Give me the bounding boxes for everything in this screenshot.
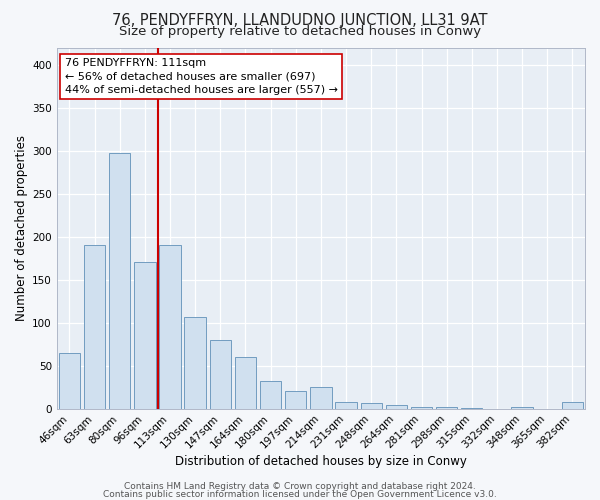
Bar	[335, 402, 357, 408]
Bar	[436, 407, 457, 408]
Text: Contains public sector information licensed under the Open Government Licence v3: Contains public sector information licen…	[103, 490, 497, 499]
Bar	[361, 404, 382, 408]
Bar	[235, 357, 256, 408]
Bar	[134, 262, 155, 408]
Bar	[209, 340, 231, 408]
Text: Size of property relative to detached houses in Conwy: Size of property relative to detached ho…	[119, 25, 481, 38]
Bar	[562, 402, 583, 408]
X-axis label: Distribution of detached houses by size in Conwy: Distribution of detached houses by size …	[175, 454, 467, 468]
Bar	[184, 318, 206, 408]
Bar	[285, 392, 307, 408]
Text: 76 PENDYFFRYN: 111sqm
← 56% of detached houses are smaller (697)
44% of semi-det: 76 PENDYFFRYN: 111sqm ← 56% of detached …	[65, 58, 338, 94]
Bar	[260, 381, 281, 408]
Bar	[386, 405, 407, 408]
Bar	[84, 246, 105, 408]
Bar	[59, 352, 80, 408]
Bar	[109, 154, 130, 408]
Bar	[159, 246, 181, 408]
Text: Contains HM Land Registry data © Crown copyright and database right 2024.: Contains HM Land Registry data © Crown c…	[124, 482, 476, 491]
Bar	[511, 407, 533, 408]
Text: 76, PENDYFFRYN, LLANDUDNO JUNCTION, LL31 9AT: 76, PENDYFFRYN, LLANDUDNO JUNCTION, LL31…	[112, 12, 488, 28]
Bar	[411, 407, 432, 408]
Y-axis label: Number of detached properties: Number of detached properties	[15, 135, 28, 321]
Bar	[310, 387, 332, 408]
